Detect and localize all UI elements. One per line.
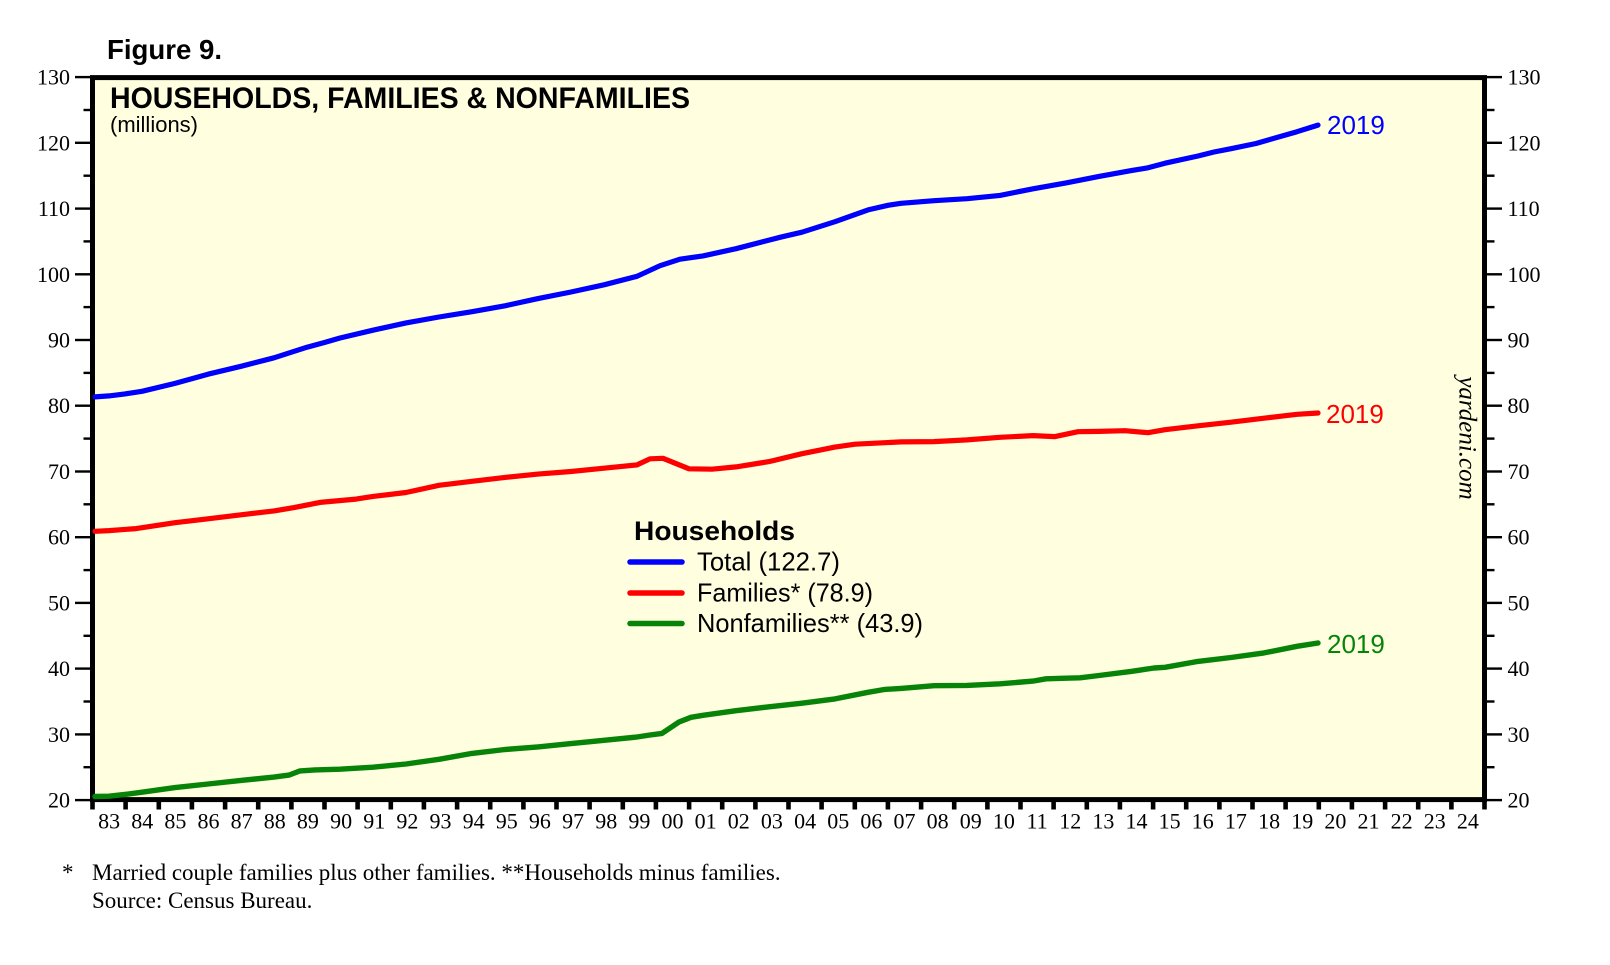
svg-text:20: 20 <box>1324 809 1346 834</box>
svg-text:12: 12 <box>1059 809 1081 834</box>
svg-text:22: 22 <box>1391 809 1413 834</box>
svg-text:80: 80 <box>1508 393 1530 418</box>
svg-text:17: 17 <box>1225 809 1247 834</box>
svg-text:98: 98 <box>595 809 617 834</box>
svg-text:Families* (78.9): Families* (78.9) <box>697 578 873 608</box>
svg-text:80: 80 <box>48 393 70 418</box>
svg-text:60: 60 <box>48 525 70 550</box>
svg-text:2019: 2019 <box>1327 629 1385 659</box>
svg-text:Households: Households <box>634 516 795 546</box>
svg-text:Total (122.7): Total (122.7) <box>697 547 840 577</box>
svg-text:90: 90 <box>330 809 352 834</box>
svg-text:95: 95 <box>496 809 518 834</box>
svg-text:18: 18 <box>1258 809 1280 834</box>
svg-text:110: 110 <box>38 196 70 221</box>
svg-text:92: 92 <box>396 809 418 834</box>
svg-text:100: 100 <box>1508 262 1541 287</box>
svg-text:20: 20 <box>48 788 70 813</box>
svg-text:93: 93 <box>430 809 452 834</box>
svg-text:91: 91 <box>363 809 385 834</box>
svg-text:97: 97 <box>562 809 584 834</box>
svg-text:*: * <box>62 860 74 885</box>
svg-text:19: 19 <box>1291 809 1313 834</box>
svg-text:30: 30 <box>1508 722 1530 747</box>
svg-text:40: 40 <box>48 656 70 681</box>
svg-text:11: 11 <box>1027 809 1048 834</box>
svg-text:Married couple families plus o: Married couple families plus other famil… <box>92 860 781 885</box>
svg-text:14: 14 <box>1126 809 1148 834</box>
svg-text:2019: 2019 <box>1326 399 1384 429</box>
svg-text:02: 02 <box>728 809 750 834</box>
svg-text:90: 90 <box>48 328 70 353</box>
svg-text:(millions): (millions) <box>110 112 198 137</box>
svg-text:05: 05 <box>827 809 849 834</box>
svg-text:01: 01 <box>695 809 717 834</box>
svg-text:Figure 9.: Figure 9. <box>107 34 222 65</box>
svg-text:yardeni.com: yardeni.com <box>1454 373 1481 499</box>
svg-text:85: 85 <box>164 809 186 834</box>
svg-text:00: 00 <box>662 809 684 834</box>
svg-text:07: 07 <box>894 809 916 834</box>
svg-text:110: 110 <box>1508 196 1540 221</box>
svg-text:03: 03 <box>761 809 783 834</box>
svg-text:Source: Census Bureau.: Source: Census Bureau. <box>92 888 312 913</box>
svg-text:120: 120 <box>37 130 70 155</box>
svg-text:96: 96 <box>529 809 551 834</box>
svg-text:100: 100 <box>37 262 70 287</box>
svg-text:50: 50 <box>1508 590 1530 615</box>
svg-text:23: 23 <box>1424 809 1446 834</box>
svg-text:HOUSEHOLDS, FAMILIES & NONFAMI: HOUSEHOLDS, FAMILIES & NONFAMILIES <box>110 82 690 115</box>
svg-text:50: 50 <box>48 590 70 615</box>
svg-text:90: 90 <box>1508 328 1530 353</box>
svg-text:70: 70 <box>1508 459 1530 484</box>
svg-text:10: 10 <box>993 809 1015 834</box>
svg-text:21: 21 <box>1358 809 1380 834</box>
svg-text:89: 89 <box>297 809 319 834</box>
svg-text:84: 84 <box>131 809 153 834</box>
svg-text:08: 08 <box>927 809 949 834</box>
svg-text:04: 04 <box>794 809 816 834</box>
svg-text:86: 86 <box>198 809 220 834</box>
svg-text:13: 13 <box>1092 809 1114 834</box>
svg-text:20: 20 <box>1508 788 1530 813</box>
svg-text:87: 87 <box>231 809 253 834</box>
svg-text:94: 94 <box>463 809 485 834</box>
svg-text:99: 99 <box>628 809 650 834</box>
svg-text:09: 09 <box>960 809 982 834</box>
svg-text:60: 60 <box>1508 525 1530 550</box>
svg-text:Nonfamilies** (43.9): Nonfamilies** (43.9) <box>697 608 923 638</box>
svg-text:06: 06 <box>860 809 882 834</box>
svg-text:30: 30 <box>48 722 70 747</box>
svg-text:88: 88 <box>264 809 286 834</box>
svg-text:16: 16 <box>1192 809 1214 834</box>
svg-text:70: 70 <box>48 459 70 484</box>
svg-text:24: 24 <box>1457 809 1479 834</box>
svg-text:120: 120 <box>1508 130 1541 155</box>
svg-text:2019: 2019 <box>1327 110 1385 140</box>
svg-text:130: 130 <box>37 65 70 90</box>
svg-text:15: 15 <box>1159 809 1181 834</box>
svg-text:83: 83 <box>98 809 120 834</box>
svg-text:40: 40 <box>1508 656 1530 681</box>
svg-text:130: 130 <box>1508 65 1541 90</box>
